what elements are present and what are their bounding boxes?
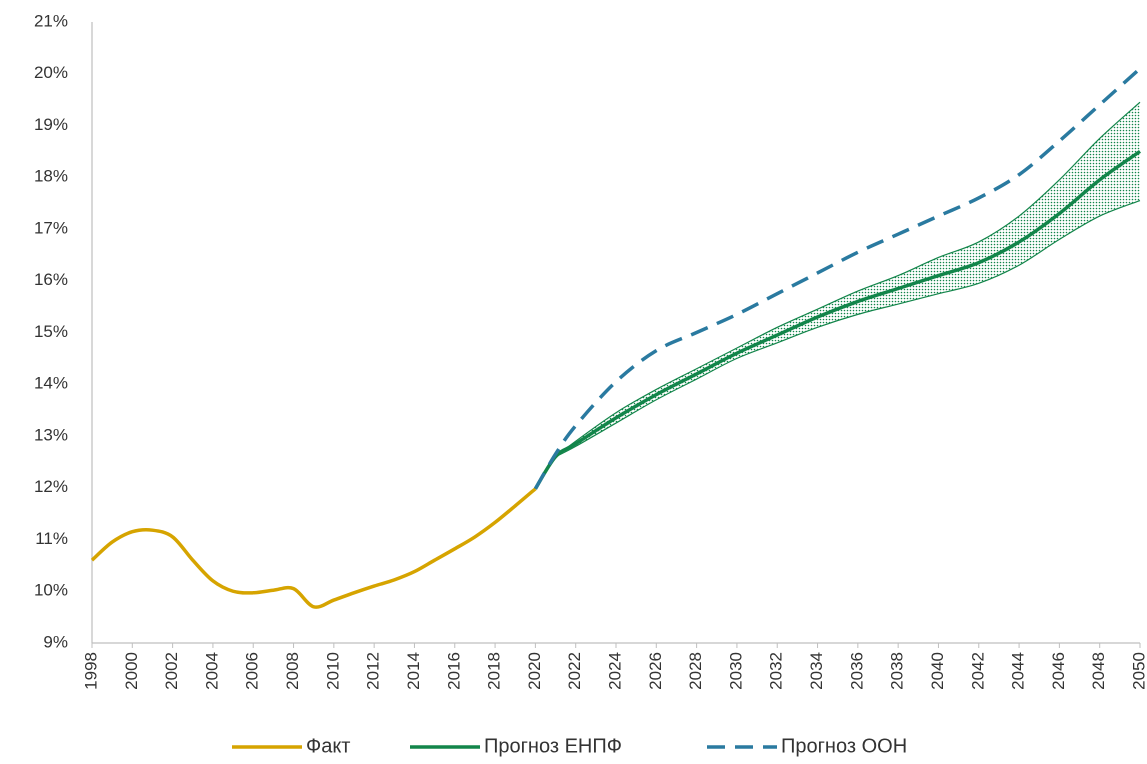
labels: 9% 10% 11% 12% 13% 14% 15% 16% 17% 18% 19% 20% 21% 19… [34, 11, 1147, 757]
y-tick-label: 13% [34, 425, 68, 444]
y-tick-label: 16% [34, 270, 68, 289]
x-tick-label: 2030 [726, 652, 745, 690]
x-tick-label: 2010 [323, 652, 342, 690]
x-tick-label: 2018 [485, 652, 504, 690]
x-tick-label: 2022 [565, 652, 584, 690]
x-tick-label: 2006 [243, 652, 262, 690]
x-tick-label: 2002 [162, 652, 181, 690]
x-tick-label: 1998 [81, 652, 100, 690]
legend-label: Факт [306, 735, 350, 757]
x-tick-label: 2000 [122, 652, 141, 690]
y-tick-label: 9% [43, 632, 68, 651]
grid [91, 22, 1141, 648]
x-tick-label: 2016 [444, 652, 463, 690]
line [90, 487, 537, 609]
line [533, 67, 1142, 490]
y-tick-label: 11% [35, 529, 68, 548]
line [533, 149, 1142, 490]
y-tick-label: 12% [34, 477, 68, 496]
x-tick-label: 2026 [646, 652, 665, 690]
band-upper [555, 101, 1141, 458]
x-tick-label: 2034 [807, 652, 826, 690]
y-tick-label: 14% [34, 374, 68, 393]
legend-label: Прогноз ЕНПФ [484, 735, 622, 757]
x-tick-label: 2014 [404, 652, 423, 690]
x-tick-label: 2024 [605, 652, 624, 690]
forecast-band [555, 102, 1140, 457]
x-tick-label: 2040 [928, 652, 947, 690]
x-tick-label: 2048 [1089, 652, 1108, 690]
x-tick-label: 2044 [1009, 652, 1028, 690]
x-tick-label: 2008 [283, 652, 302, 690]
x-tick-label: 2042 [968, 652, 987, 690]
x-tick-label: 2004 [202, 652, 221, 690]
y-tick-label: 20% [34, 63, 68, 82]
y-tick-label: 15% [34, 322, 68, 341]
x-tick-label: 2036 [847, 652, 866, 690]
y-tick-label: 18% [34, 167, 68, 186]
y-tick-label: 19% [34, 115, 68, 134]
plot [90, 67, 1142, 609]
y-tick-label: 21% [34, 11, 68, 30]
y-tick-label: 10% [34, 581, 68, 600]
x-tick-label: 2038 [888, 652, 907, 690]
x-tick-label: 2046 [1049, 652, 1068, 690]
x-tick-label: 2012 [364, 652, 383, 690]
x-tick-label: 2028 [686, 652, 705, 690]
y-tick-label: 17% [34, 218, 68, 237]
legend-label: Прогноз ООН [781, 735, 907, 757]
x-tick-label: 2050 [1129, 652, 1147, 690]
x-tick-label: 2032 [767, 652, 786, 690]
x-tick-label: 2020 [525, 652, 544, 690]
band-lower [555, 199, 1141, 458]
